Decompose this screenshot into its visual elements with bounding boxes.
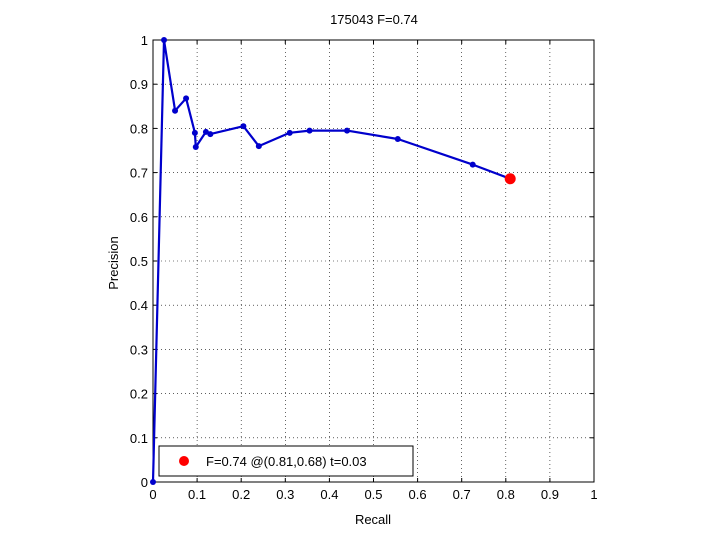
y-tick-label: 0.3: [130, 342, 148, 357]
x-tick-label: 0.5: [364, 487, 382, 502]
x-tick-label: 0.6: [409, 487, 427, 502]
x-tick-label: 0.4: [320, 487, 338, 502]
y-tick-label: 0.7: [130, 166, 148, 181]
data-point: [255, 143, 262, 150]
legend-marker: [179, 456, 189, 466]
data-point: [191, 129, 198, 136]
series-line: [151, 38, 511, 483]
legend-label: F=0.74 @(0.81,0.68) t=0.03: [206, 454, 367, 469]
y-tick-label: 1: [141, 33, 148, 48]
data-point: [192, 143, 199, 150]
data-point: [394, 136, 401, 143]
x-tick-label: 0.1: [188, 487, 206, 502]
legend: F=0.74 @(0.81,0.68) t=0.03: [158, 445, 414, 477]
y-tick-label: 0: [141, 475, 148, 490]
legend-box: [158, 445, 414, 477]
x-tick-label: 0.9: [541, 487, 559, 502]
x-tick-label: 0.8: [497, 487, 515, 502]
data-point: [306, 127, 313, 134]
data-point: [207, 131, 214, 138]
data-point: [150, 479, 156, 485]
best-f-point: [504, 173, 516, 185]
y-tick-label: 0.4: [130, 298, 148, 313]
x-tick-label: 0.2: [232, 487, 250, 502]
data-point: [344, 127, 351, 134]
y-tick-label: 0.9: [130, 77, 148, 92]
data-point: [469, 161, 476, 168]
x-tick-label: 0.3: [276, 487, 294, 502]
grid-lines: [153, 40, 594, 482]
x-tick-label: 0: [149, 487, 156, 502]
data-point: [240, 123, 247, 130]
x-tick-label: 0.7: [453, 487, 471, 502]
y-tick-label: 0.6: [130, 210, 148, 225]
y-tick-label: 0.8: [130, 121, 148, 136]
y-tick-label: 0.2: [130, 387, 148, 402]
chart-title: 175043 F=0.74: [330, 12, 418, 27]
axis-ticks: 0 0.1 0.2 0.3 0.4 0.5 0.6 0.7 0.8 0.9 1 0 0.1 0.2 0.3 0…: [130, 33, 598, 502]
data-point: [286, 129, 293, 136]
data-point: [161, 37, 168, 43]
data-point: [183, 95, 190, 102]
y-axis-label: Precision: [106, 236, 121, 289]
x-axis-label: Recall: [355, 512, 391, 527]
y-tick-label: 0.5: [130, 254, 148, 269]
series-layer: [150, 37, 516, 485]
data-point: [172, 107, 179, 114]
x-tick-label: 1: [590, 487, 597, 502]
y-tick-label: 0.1: [130, 431, 148, 446]
